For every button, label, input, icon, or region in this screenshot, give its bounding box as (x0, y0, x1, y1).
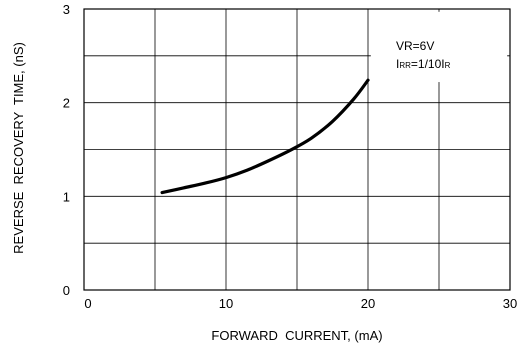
x-tick-label: 30 (503, 296, 517, 311)
y-tick-label: 2 (63, 96, 70, 111)
annotation-irr-sub: RR (399, 61, 411, 70)
x-axis-title: FORWARD CURRENT, (mA) (211, 328, 382, 343)
x-tick-label: 10 (219, 296, 233, 311)
y-axis-ticks: 0 1 2 3 (63, 2, 70, 298)
legend-annotation-box: VR=6V IRR=1/10IR (370, 11, 508, 83)
y-tick-label: 0 (63, 283, 70, 298)
plot-frame (83, 8, 511, 291)
x-axis-ticks: 0 10 20 30 (84, 296, 517, 311)
y-tick-label: 3 (63, 2, 70, 17)
annotation-ir-sub: R (445, 61, 451, 70)
y-axis-title: REVERSE RECOVERY TIME, (nS) (11, 42, 26, 254)
annotation-vr: VR=6V (396, 39, 434, 53)
series-layer (160, 78, 370, 195)
annotation-irr-eq: =1/10I (411, 57, 445, 71)
x-tick-label: 0 (84, 296, 91, 311)
series-line-0 (160, 78, 370, 195)
x-tick-label: 20 (361, 296, 375, 311)
annotation-irr-i: I (396, 57, 399, 71)
y-tick-label: 1 (63, 189, 70, 204)
annotation-irr: IRR=1/10IR (396, 57, 451, 71)
